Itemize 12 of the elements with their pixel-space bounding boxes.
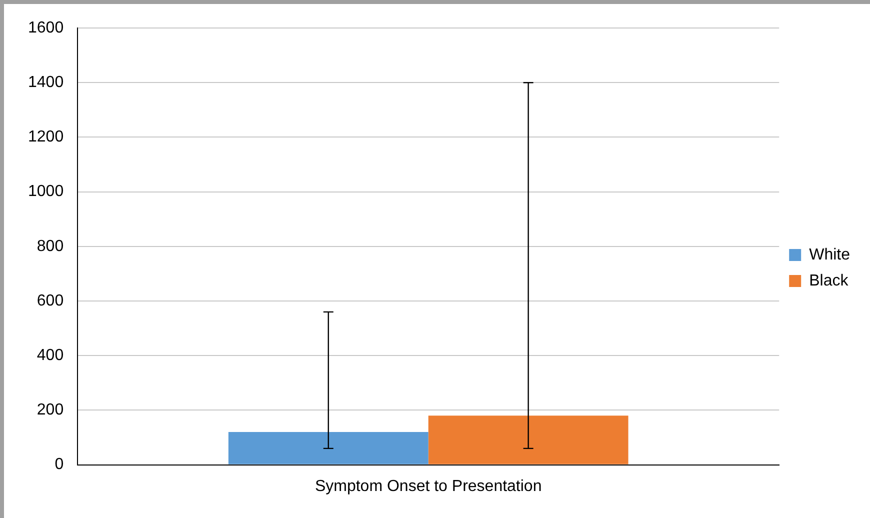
legend-label: Black — [809, 272, 850, 290]
y-tick-label: 600 — [36, 292, 64, 310]
y-tick-label: 0 — [54, 456, 64, 474]
y-tick-label: 1400 — [28, 74, 64, 92]
y-tick-label: 1600 — [28, 19, 64, 36]
y-tick-label: 400 — [36, 347, 64, 364]
legend-label: White — [809, 246, 850, 264]
y-tick-label: 1000 — [28, 183, 64, 200]
y-tick-label: 200 — [36, 402, 64, 419]
y-tick-label: 800 — [36, 238, 64, 255]
x-tick-label: Symptom Onset to Presentation — [314, 478, 542, 495]
y-tick-label: 1200 — [28, 128, 64, 146]
